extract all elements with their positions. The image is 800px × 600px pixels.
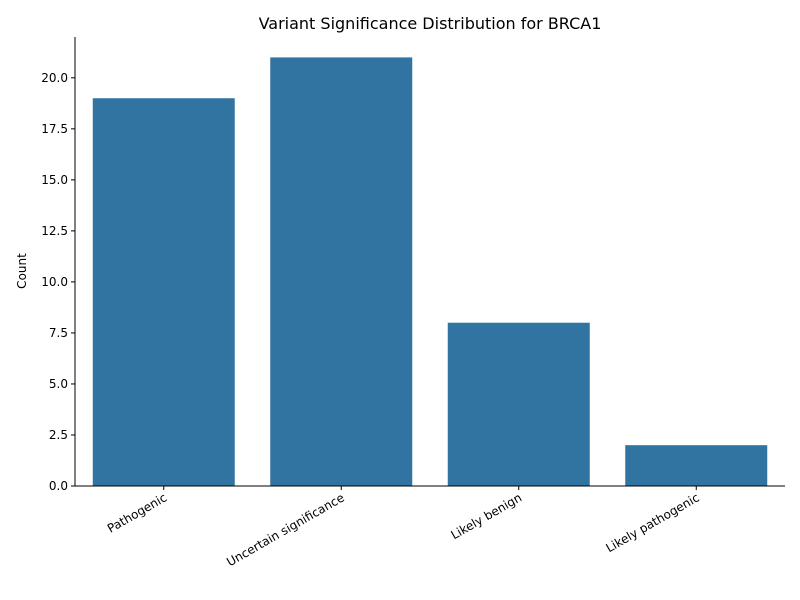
chart-title: Variant Significance Distribution for BR…	[259, 14, 602, 33]
bar-1	[270, 57, 413, 486]
y-tick-label: 17.5	[41, 122, 68, 136]
bar-0	[92, 98, 235, 486]
y-tick-label: 0.0	[49, 479, 68, 493]
bars-group	[92, 57, 768, 486]
y-tick-label: 20.0	[41, 71, 68, 85]
x-tick-label: Uncertain significance	[224, 490, 346, 569]
bar-3	[625, 445, 768, 486]
y-tick-label: 7.5	[49, 326, 68, 340]
y-tick-label: 2.5	[49, 428, 68, 442]
y-tick-label: 15.0	[41, 173, 68, 187]
x-tick-label: Pathogenic	[105, 490, 169, 535]
y-tick-label: 12.5	[41, 224, 68, 238]
x-axis-ticks: Pathogenic Uncertain significance Likely b…	[105, 486, 702, 569]
x-tick-label: Likely pathogenic	[604, 490, 702, 555]
y-tick-label: 5.0	[49, 377, 68, 391]
y-axis-ticks: 0.0 2.5 5.0 7.5 10.0 12.5 15.0 17.5 20.0	[41, 71, 75, 493]
y-axis-label: Count	[15, 253, 29, 289]
y-tick-label: 10.0	[41, 275, 68, 289]
x-tick-label: Likely benign	[449, 490, 525, 542]
bar-2	[447, 322, 590, 486]
